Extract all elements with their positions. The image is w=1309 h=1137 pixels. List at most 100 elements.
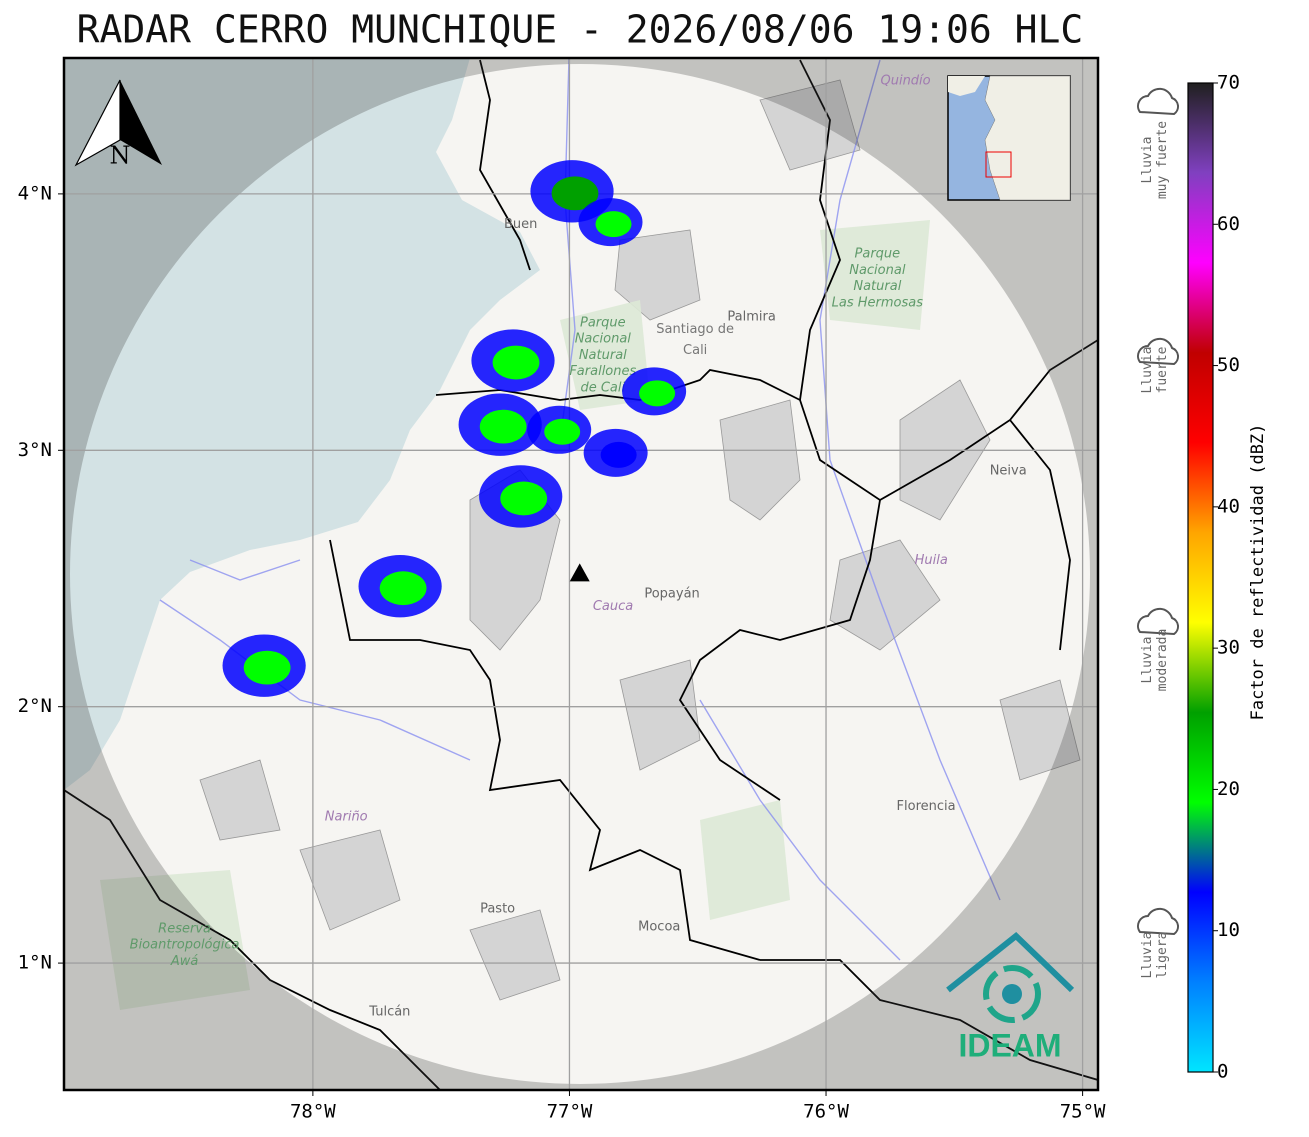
place-label: Santiago de: [656, 322, 734, 337]
place-label: Cali: [683, 343, 707, 358]
rain-category: Lluvia ligera: [1137, 907, 1179, 979]
logo: IDEAM: [946, 932, 1075, 1063]
rain-icon: [1137, 607, 1179, 636]
place-label: Nacional: [575, 332, 632, 347]
echo: [358, 554, 442, 618]
north-arrow: N: [74, 79, 162, 170]
place-label: Parque: [580, 315, 626, 330]
rain-category-label: Lluvia: [1140, 637, 1155, 684]
inset-land: [984, 75, 1071, 201]
colorbar-tick-label: 60: [1217, 213, 1240, 235]
place-label: Popayán: [644, 586, 699, 601]
place-label: Parque: [855, 247, 901, 262]
logo-center: [1002, 984, 1022, 1004]
colorbar-tick-label: 10: [1217, 919, 1240, 941]
colorbar-tick-label: 50: [1217, 354, 1240, 376]
echo: [471, 329, 555, 392]
place-label: Awá: [170, 954, 199, 969]
place-label: Neiva: [990, 463, 1027, 478]
title: RADAR CERRO MUNCHIQUE - 2026/08/06 19:06…: [77, 8, 1084, 52]
place-label: Quindío: [880, 74, 930, 89]
colorbar-label: Factor de reflectividad (dBZ): [1248, 424, 1268, 721]
place-label: Palmira: [727, 309, 775, 324]
grid: [64, 58, 1098, 1090]
place-label: de Cali: [580, 380, 625, 395]
echo: [583, 428, 648, 477]
rain-category-label: Lluvia: [1140, 347, 1155, 394]
place-label: Reserva: [158, 921, 211, 936]
place-label: Cauca: [593, 599, 633, 614]
rain-icon: [1137, 337, 1179, 366]
colorbar-scale: [1187, 82, 1214, 1073]
x-tick-label: 78°W: [290, 1101, 336, 1123]
rain-category-label: ligera: [1155, 932, 1170, 979]
place-label: Bioantropológica: [130, 938, 240, 953]
logo-swirl: [983, 965, 1041, 1023]
place-label: Farallones: [569, 364, 636, 379]
echo: [622, 367, 687, 416]
rain-category-label: Lluvia: [1140, 137, 1155, 184]
echo: [479, 465, 563, 528]
x-tick-label: 77°W: [547, 1101, 593, 1123]
logo-text: IDEAM: [958, 1027, 1061, 1063]
rain-category: Lluvia moderada: [1137, 607, 1179, 692]
place-label: Huila: [915, 553, 948, 568]
rain-category: Lluvia muy fuerte: [1137, 87, 1179, 199]
place-label: Nariño: [325, 809, 368, 824]
inset-region-box: [985, 151, 1012, 178]
echo-core: [600, 441, 637, 468]
place-label: Tulcán: [368, 1004, 410, 1019]
echo-core: [551, 176, 599, 211]
echo: [578, 198, 643, 247]
place-label: Nacional: [849, 263, 906, 278]
echo-core: [500, 481, 548, 516]
y-tick-label: 2°N: [18, 695, 52, 717]
place-label: Las Hermosas: [832, 295, 924, 310]
echo-core: [639, 380, 676, 407]
rain-icon: [1137, 907, 1179, 936]
radar-site: [569, 563, 590, 582]
inset-land-north: [948, 76, 985, 96]
rain-category-label: moderada: [1155, 629, 1170, 692]
echo-core: [595, 211, 632, 238]
place-label: Buen: [504, 217, 537, 232]
echo-core: [544, 418, 581, 445]
rain-category-label: muy fuerte: [1155, 121, 1170, 199]
logo-roof: [946, 932, 1075, 993]
rain-category: Lluvia fuerte: [1137, 337, 1179, 394]
place-label: Mocoa: [638, 920, 680, 935]
rain-category-label: Lluvia: [1140, 932, 1155, 979]
ocean: [64, 58, 540, 790]
place-label: Pasto: [480, 902, 515, 917]
axis-ticks: 78°W 77°W 76°W 75°W 1°N 2°N 3°N 4°N: [18, 182, 1106, 1122]
place-label: Florencia: [897, 799, 956, 814]
echo-core: [479, 409, 527, 444]
y-tick-label: 3°N: [18, 439, 52, 461]
colorbar: 0 10 20 30 40 50 60 70 Factor de reflectividad (…: [1137, 72, 1268, 1083]
rain-icon: [1137, 87, 1179, 116]
rain-category-label: fuerte: [1155, 346, 1170, 393]
place-label: Natural: [853, 279, 901, 294]
echo: [527, 405, 592, 454]
y-tick-label: 4°N: [18, 182, 52, 204]
inset-map: [947, 75, 1071, 201]
echo: [458, 393, 542, 456]
colorbar-tick-label: 20: [1217, 778, 1240, 800]
north-arrow-right: [120, 80, 162, 165]
colorbar-tick-label: 40: [1217, 495, 1240, 517]
y-tick-label: 1°N: [18, 952, 52, 974]
north-label: N: [110, 142, 131, 170]
radar-echoes: [222, 160, 687, 697]
x-tick-label: 75°W: [1060, 1101, 1106, 1123]
colorbar-tick-label: 70: [1217, 72, 1240, 94]
colorbar-tick-label: 0: [1217, 1061, 1228, 1083]
place-label: Natural: [579, 348, 627, 363]
map-frame: [62, 56, 1100, 1092]
echo-core: [243, 650, 291, 685]
echo-core: [492, 345, 540, 380]
colorbar-tick-label: 30: [1217, 637, 1240, 659]
